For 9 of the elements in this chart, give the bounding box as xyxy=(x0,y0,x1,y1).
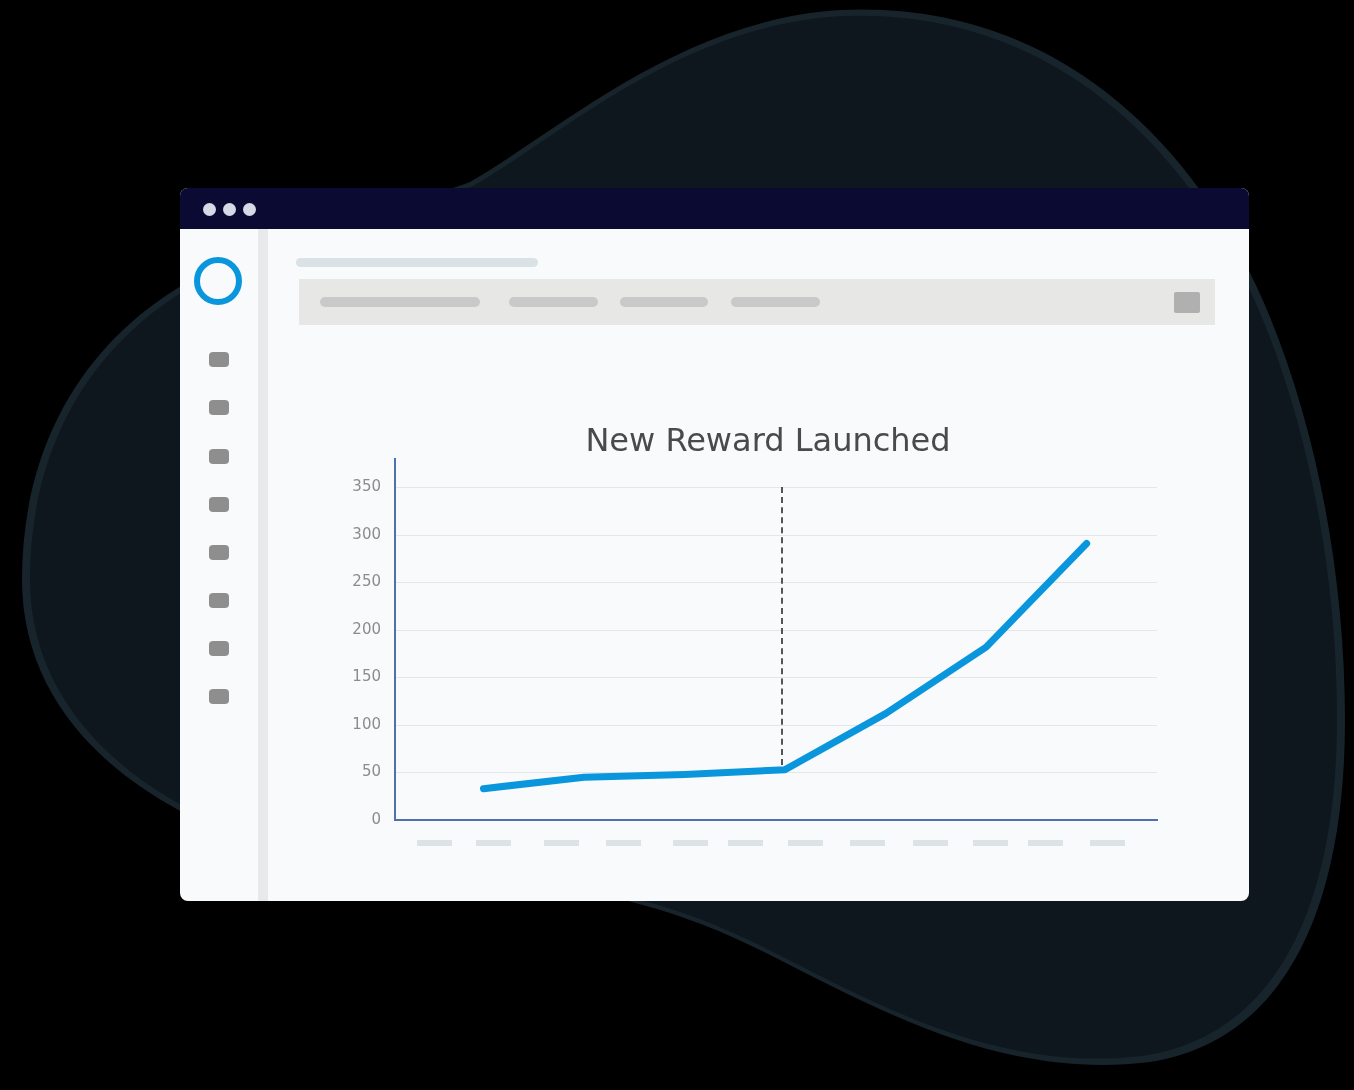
y-tick-label: 150 xyxy=(352,667,381,686)
y-tick-label: 350 xyxy=(352,477,381,496)
y-tick-label: 100 xyxy=(352,714,381,733)
y-tick-label: 0 xyxy=(371,809,381,828)
y-tick-label: 300 xyxy=(352,524,381,543)
y-tick-label: 50 xyxy=(361,762,381,781)
y-tick-label: 200 xyxy=(352,619,381,638)
y-tick-label: 250 xyxy=(352,572,381,591)
chart-title: New Reward Launched xyxy=(585,421,951,460)
